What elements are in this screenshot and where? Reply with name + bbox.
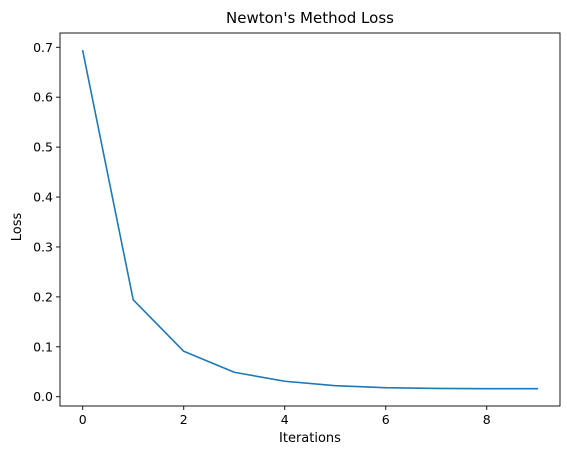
x-tick-label: 0 — [79, 412, 87, 427]
plot-frame — [59, 32, 561, 407]
chart-title: Newton's Method Loss — [226, 9, 394, 27]
x-tick-label: 8 — [483, 412, 491, 427]
y-tick-label: 0.4 — [33, 190, 53, 205]
x-tick-label: 4 — [281, 412, 289, 427]
x-tick-label: 2 — [180, 412, 188, 427]
y-axis-label: Loss — [10, 213, 25, 242]
series-line-0 — [81, 49, 539, 390]
plot-area: 0 2 4 6 8 0.0 0.1 0.2 0.3 0.4 0.5 0.6 0.7 — [33, 32, 561, 427]
y-tick-label: 0.5 — [33, 140, 53, 155]
y-tick-label: 0.0 — [33, 389, 53, 404]
x-axis-label: Iterations — [279, 431, 341, 446]
y-tick-label: 0.2 — [33, 289, 53, 304]
y-tick-label: 0.3 — [33, 239, 53, 254]
y-tick-label: 0.7 — [33, 40, 53, 55]
x-tick-label: 6 — [382, 412, 390, 427]
y-tick-label: 0.6 — [33, 90, 53, 105]
y-tick-label: 0.1 — [33, 339, 53, 354]
